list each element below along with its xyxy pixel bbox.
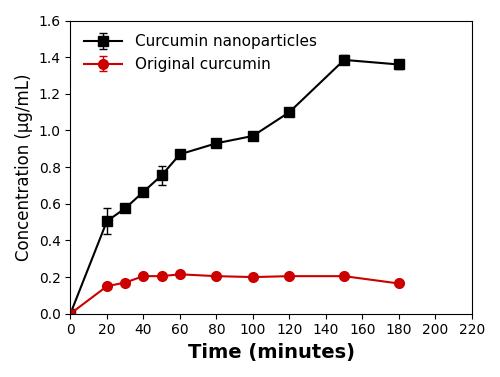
X-axis label: Time (minutes): Time (minutes) bbox=[188, 343, 354, 362]
Y-axis label: Concentration (μg/mL): Concentration (μg/mL) bbox=[15, 74, 33, 261]
Legend: Curcumin nanoparticles, Original curcumin: Curcumin nanoparticles, Original curcumi… bbox=[78, 28, 322, 78]
